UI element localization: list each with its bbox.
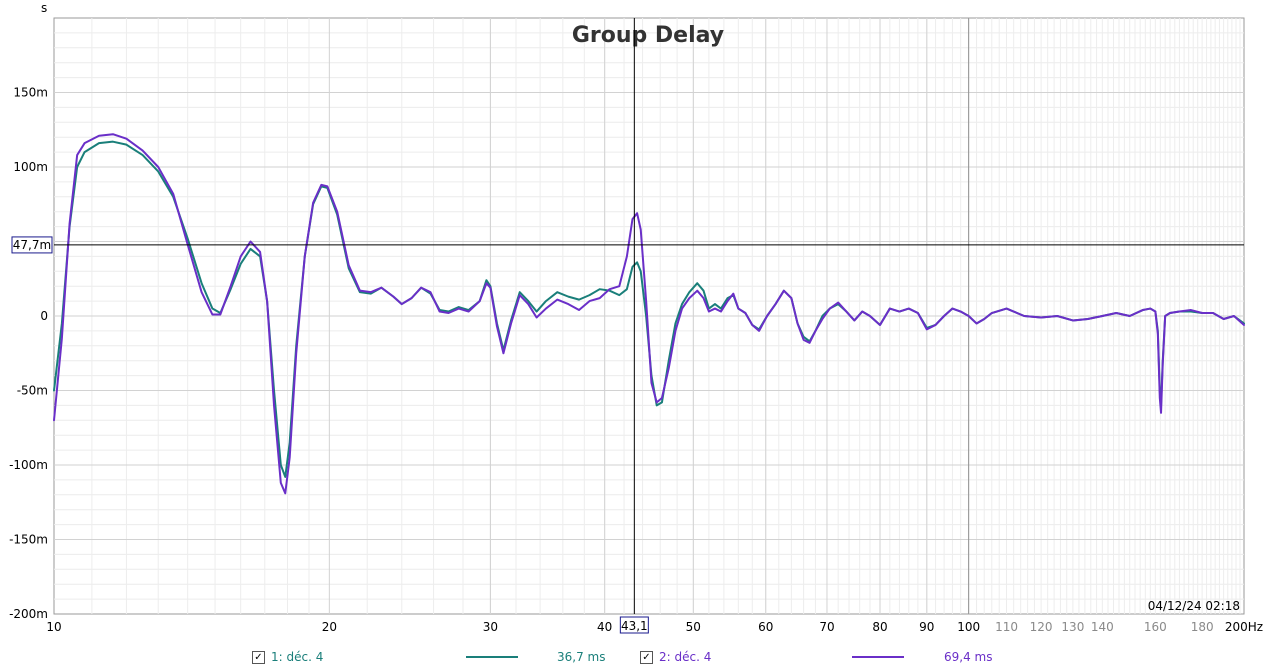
y-tick-label: 100m xyxy=(13,160,48,174)
series-2-readout-box: 69,4 ms xyxy=(944,648,992,666)
series-1-checkbox[interactable]: ✓ xyxy=(252,650,265,664)
x-tick-label: 20 xyxy=(322,620,337,634)
legend-item-2[interactable]: ✓ 2: déc. 4 xyxy=(640,648,711,666)
series-1-label: 1: déc. 4 xyxy=(271,650,324,664)
x-tick-label: 70 xyxy=(819,620,834,634)
y-tick-label: -100m xyxy=(9,458,48,472)
legend-item-1[interactable]: ✓ 1: déc. 4 xyxy=(252,648,323,666)
series-1-readout-box: 36,7 ms xyxy=(557,648,605,666)
x-tick-label-minor: 180 xyxy=(1191,620,1214,634)
cursor-layer[interactable]: 47,7m 43,1 xyxy=(11,18,1244,634)
x-tick-label: 90 xyxy=(919,620,934,634)
cursor-y-label: 47,7m xyxy=(13,238,51,252)
x-tick-label-minor: 160 xyxy=(1144,620,1167,634)
x-tick-label-minor: 140 xyxy=(1091,620,1114,634)
x-tick-label-minor: 130 xyxy=(1061,620,1084,634)
x-tick-label: 80 xyxy=(872,620,887,634)
x-tick-label: 40 xyxy=(597,620,612,634)
y-tick-label: -200m xyxy=(9,607,48,621)
cursor-x-label: 43,1 xyxy=(621,619,648,633)
y-axis: 150m100m50m0-50m-100m-150m-200m xyxy=(9,86,48,622)
major-grid xyxy=(54,18,1244,614)
timestamp: 04/12/24 02:18 xyxy=(1148,599,1240,613)
y-tick-label: -150m xyxy=(9,533,48,547)
x-axis: 10 20 30 40 50 60 70 80 90 100 110 120 130 140 160 180 2… xyxy=(46,620,1263,634)
series-2-label: 2: déc. 4 xyxy=(659,650,712,664)
series-1-swatch xyxy=(466,656,518,658)
x-tick-label: 60 xyxy=(758,620,773,634)
y-tick-label: 150m xyxy=(13,86,48,100)
x-end-label: 200Hz xyxy=(1225,620,1263,634)
x-tick-label: 50 xyxy=(686,620,701,634)
y-tick-label: -50m xyxy=(17,384,48,398)
x-tick-label-minor: 120 xyxy=(1030,620,1053,634)
cursor-y-box xyxy=(11,236,53,254)
series-2-swatch xyxy=(852,656,904,658)
x-tick-label-minor: 110 xyxy=(995,620,1018,634)
series-2-readout: 69,4 ms xyxy=(944,650,993,664)
x-tick-label: 100 xyxy=(957,620,980,634)
y-tick-label: 0 xyxy=(40,309,48,323)
x-tick-label: 30 xyxy=(483,620,498,634)
series-layer xyxy=(53,133,1245,495)
x-tick-label: 10 xyxy=(46,620,61,634)
series-2-checkbox[interactable]: ✓ xyxy=(640,650,653,664)
cursor-x-box xyxy=(619,616,649,634)
series-1-readout: 36,7 ms xyxy=(557,650,606,664)
y-unit-label: s xyxy=(41,1,47,15)
chart-title: Group Delay xyxy=(572,23,724,48)
series-line-2 xyxy=(53,133,1245,495)
